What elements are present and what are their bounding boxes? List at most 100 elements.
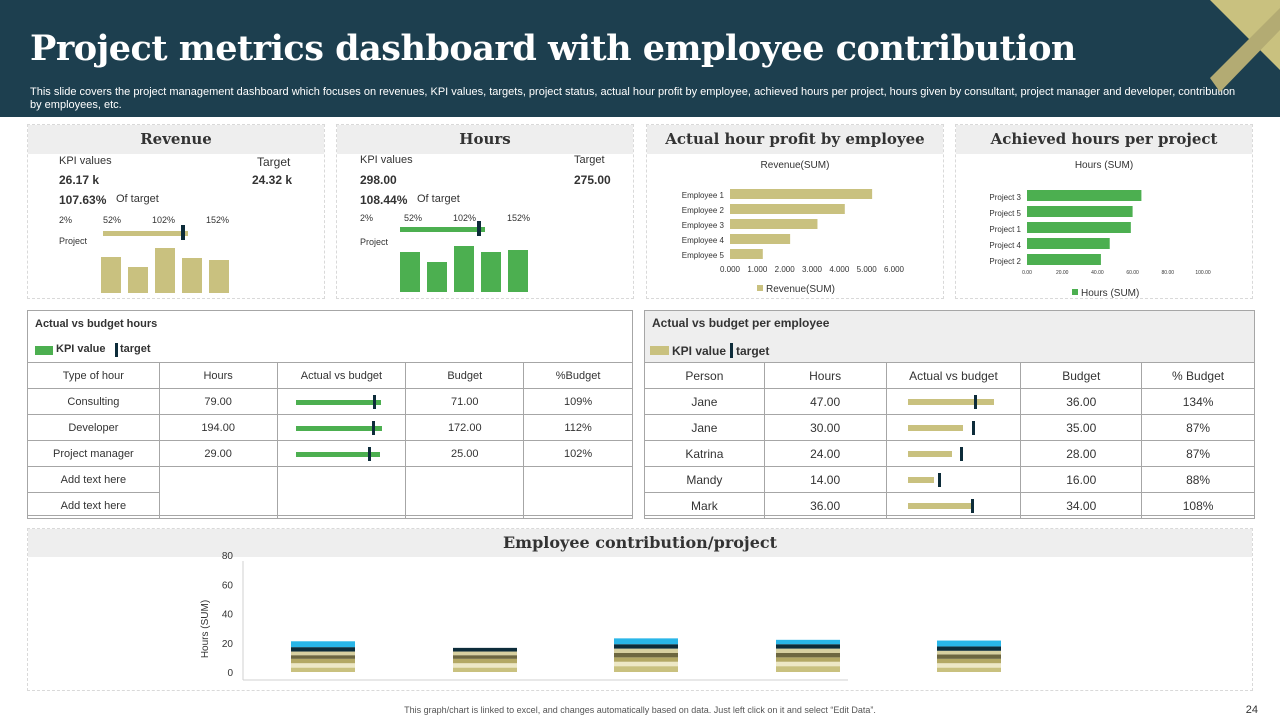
stack-segment <box>614 657 678 662</box>
table-row: Jane 47.00 36.00 134% <box>644 388 1255 415</box>
employee-table: Person Hours Actual vs budget Budget % B… <box>644 362 1255 519</box>
cell-person: Jane <box>644 414 765 441</box>
bullet-target-marker <box>970 498 974 513</box>
category-label: Project 3 <box>989 193 1021 202</box>
bullet-bar <box>103 231 188 236</box>
tick-label: 6.000 <box>884 265 905 274</box>
cell-type[interactable]: Add text here <box>27 466 160 493</box>
bullet-bar <box>400 227 486 232</box>
header-banner: Project metrics dashboard with employee … <box>0 0 1280 117</box>
employee-table-title: Actual vs budget per employee <box>652 316 830 330</box>
tick-label: 2.000 <box>775 265 796 274</box>
bar <box>730 234 791 244</box>
stack-segment <box>937 646 1001 651</box>
cell-pct: 102% <box>523 440 633 467</box>
table-row: Project manager 29.00 25.00 102% <box>27 440 633 467</box>
y-tick-label: 0 <box>227 668 233 679</box>
y-tick-label: 60 <box>222 580 234 591</box>
cell-hours: 24.00 <box>763 440 887 467</box>
scale-tick: 52% <box>103 215 122 225</box>
stack-segment <box>614 638 678 645</box>
achieved-chart: Hours (SUM) Project 3 Project 5 Project 1 Pr… <box>989 160 1210 298</box>
cell-person: Mark <box>644 492 765 519</box>
cell-budget: 71.00 <box>405 388 525 415</box>
pct-of-target-label: Of target <box>417 193 460 205</box>
profit-card-title: Actual hour profit by employee <box>647 125 943 154</box>
table-row: Katrina 24.00 28.00 87% <box>644 440 1255 467</box>
cell-hours: 29.00 <box>158 440 278 467</box>
table-row: Add text here <box>27 466 633 519</box>
tick-label: 80.00 <box>1162 270 1175 276</box>
target-value: 24.32 k <box>252 173 293 187</box>
scale-tick: 152% <box>206 215 230 225</box>
stack-segment <box>776 648 840 653</box>
bullet-target-marker <box>477 221 481 236</box>
col-header: Budget <box>1020 362 1143 389</box>
cell-pct: 134% <box>1141 388 1255 415</box>
cell-bullet <box>276 414 407 441</box>
bullet-target-marker <box>959 446 963 461</box>
bar <box>1027 254 1101 265</box>
y-axis-label: Hours (SUM) <box>200 600 211 658</box>
hours-table: Type of hour Hours Actual vs budget Budg… <box>27 362 633 519</box>
category-label: Employee 1 <box>682 191 725 200</box>
bullet-value-bar <box>908 398 995 405</box>
bullet-chart <box>908 472 998 487</box>
bullet-chart <box>296 446 386 461</box>
bullet-value-bar <box>908 424 964 431</box>
bullet-value-bar <box>908 476 935 483</box>
project-label: Project <box>360 237 389 247</box>
category-label: Employee 2 <box>682 206 725 215</box>
revenue-card: Revenue KPI values Target 26.17 k 24.32 … <box>27 124 325 299</box>
col-header: Actual vs budget <box>276 362 407 389</box>
legend-target-swatch <box>730 343 733 358</box>
stack-segment <box>291 641 355 648</box>
category-label: Employee 4 <box>682 236 725 245</box>
bullet-target-marker <box>972 420 976 435</box>
legend-kpi-label: KPI value <box>56 343 106 355</box>
hours-card: Hours KPI values Target 298.00 275.00 10… <box>336 124 634 299</box>
stack-segment <box>614 661 678 667</box>
cell-person: Jane <box>644 388 765 415</box>
hours-mini-chart <box>400 242 540 292</box>
mini-bar <box>400 252 420 292</box>
stack-segment <box>614 644 678 649</box>
contribution-card-title: Employee contribution/project <box>28 529 1252 557</box>
footer-note: This graph/chart is linked to excel, and… <box>404 705 876 715</box>
legend-swatch <box>757 285 763 291</box>
bullet-target-marker <box>368 446 372 461</box>
mini-bar <box>209 260 229 293</box>
empty-cell <box>158 466 278 519</box>
table-row: Developer 194.00 172.00 112% <box>27 414 633 441</box>
bar <box>730 249 763 259</box>
mini-bar <box>182 258 202 293</box>
legend-target-swatch <box>115 343 118 357</box>
tick-label: 1.000 <box>747 265 768 274</box>
profit-chart: Revenue(SUM) Employee 1 Employee 2 Employee… <box>682 160 905 295</box>
contribution-card: Employee contribution/project 80 60 40 20 0 H… <box>27 528 1253 691</box>
bar <box>730 204 845 214</box>
pct-of-target-label: Of target <box>116 193 159 205</box>
table-row: Mark 36.00 34.00 108% <box>644 492 1255 519</box>
cell-budget: 172.00 <box>405 414 525 441</box>
employee-table-header-band <box>645 311 1254 362</box>
table-row: Mandy 14.00 16.00 88% <box>644 466 1255 493</box>
stack-segment <box>614 666 678 672</box>
stack-segment <box>937 667 1001 672</box>
stack-segment <box>937 640 1001 647</box>
revenue-card-title: Revenue <box>28 125 324 154</box>
stack-segment <box>937 663 1001 668</box>
cell-type[interactable]: Add text here <box>27 492 160 519</box>
col-header: % Budget <box>1141 362 1255 389</box>
cell-bullet <box>885 388 1022 415</box>
bullet-chart <box>908 498 998 513</box>
target-label: Target <box>574 154 605 166</box>
bullet-value-bar <box>908 502 975 509</box>
bar <box>1027 238 1110 249</box>
scale-tick: 102% <box>152 215 176 225</box>
empty-cell <box>405 466 525 519</box>
cell-budget: 36.00 <box>1020 388 1143 415</box>
target-label: Target <box>257 155 291 169</box>
table-row: Add text here <box>27 492 633 519</box>
stack-segment <box>937 658 1001 664</box>
